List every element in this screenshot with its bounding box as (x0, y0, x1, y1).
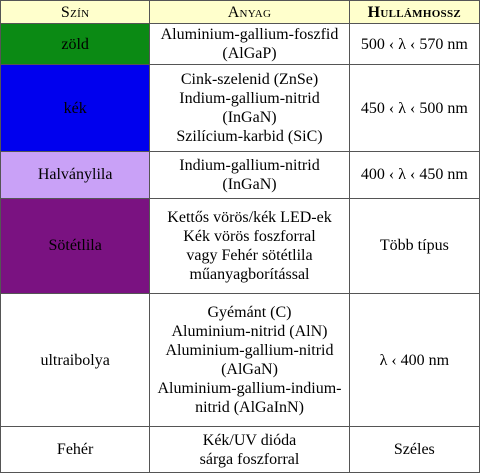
color-cell: kék (0, 64, 151, 153)
material-line: Aluminium-gallium-nitrid (165, 342, 334, 360)
material-line: Aluminium-gallium-foszfid (160, 26, 339, 44)
table-row: kék Cink-szelenid (ZnSe) Indium-gallium-… (0, 64, 480, 153)
table-row: Sötétlila Kettős vörös/kék LED-ek Kék vö… (0, 197, 480, 295)
color-name: ultraibolya (40, 351, 110, 369)
table-row: Halványlila Indium-gallium-nitrid (InGaN… (0, 151, 480, 199)
material-line: Gyémánt (C) (207, 304, 292, 322)
color-name: Halványlila (37, 166, 113, 184)
material-line: Kettős vörös/kék LED-ek (167, 208, 332, 226)
wavelength-cell: Széles (348, 426, 480, 473)
material-line: műanyagborítással (189, 265, 310, 283)
material-cell: Gyémánt (C) Aluminium-nitrid (AlN) Alumi… (149, 293, 350, 428)
material-cell: Aluminium-gallium-foszfid (AlGaP) (149, 22, 350, 66)
material-line: Kék vörös foszforral (183, 227, 316, 245)
wavelength-cell: 500 ‹ λ ‹ 570 nm (348, 22, 480, 66)
header-material: Anyag (149, 0, 350, 24)
color-name: zöld (61, 35, 89, 53)
material-line: Aluminium-nitrid (AlN) (171, 323, 328, 341)
color-cell: ultraibolya (0, 293, 151, 428)
color-cell: Halványlila (0, 151, 151, 199)
material-cell: Cink-szelenid (ZnSe) Indium-gallium-nitr… (149, 64, 350, 153)
header-color: Szín (0, 0, 151, 24)
material-cell: Kettős vörös/kék LED-ek Kék vörös foszfo… (149, 197, 350, 295)
material-line: vagy Fehér sötétlila (186, 246, 313, 264)
material-line: (AlGaP) (222, 45, 277, 63)
header-row: Szín Anyag Hullámhossz (0, 0, 480, 24)
material-line: Kék/UV dióda (202, 431, 297, 449)
material-line: nitrid (AlGaInN) (195, 399, 304, 417)
color-name: Sötétlila (48, 237, 102, 255)
color-name: Fehér (56, 441, 94, 459)
material-line: Szilícium-karbid (SiC) (176, 128, 323, 146)
material-cell: Indium-gallium-nitrid (InGaN) (149, 151, 350, 199)
color-cell: Fehér (0, 426, 151, 473)
color-cell: zöld (0, 22, 151, 66)
material-line: sárga foszforral (199, 450, 300, 468)
table-row: Fehér Kék/UV dióda sárga foszforral Szél… (0, 426, 480, 473)
material-line: (AlGaN) (221, 361, 278, 379)
table-row: zöld Aluminium-gallium-foszfid (AlGaP) 5… (0, 22, 480, 66)
color-name: kék (63, 99, 87, 117)
wavelength-cell: λ ‹ 400 nm (348, 293, 480, 428)
material-cell: Kék/UV dióda sárga foszforral (149, 426, 350, 473)
material-line: Aluminium-gallium-indium- (157, 380, 342, 398)
material-line: Cink-szelenid (ZnSe) (180, 71, 319, 89)
wavelength-cell: 450 ‹ λ ‹ 500 nm (348, 64, 480, 153)
color-cell: Sötétlila (0, 197, 151, 295)
material-line: (InGaN) (222, 109, 277, 127)
header-wavelength: Hullámhossz (348, 0, 480, 24)
material-line: Indium-gallium-nitrid (179, 156, 320, 174)
wavelength-cell: Több típus (348, 197, 480, 295)
wavelength-cell: 400 ‹ λ ‹ 450 nm (348, 151, 480, 199)
material-line: Indium-gallium-nitrid (179, 90, 320, 108)
table-row: ultraibolya Gyémánt (C) Aluminium-nitrid… (0, 293, 480, 428)
material-line: (InGaN) (222, 175, 277, 193)
